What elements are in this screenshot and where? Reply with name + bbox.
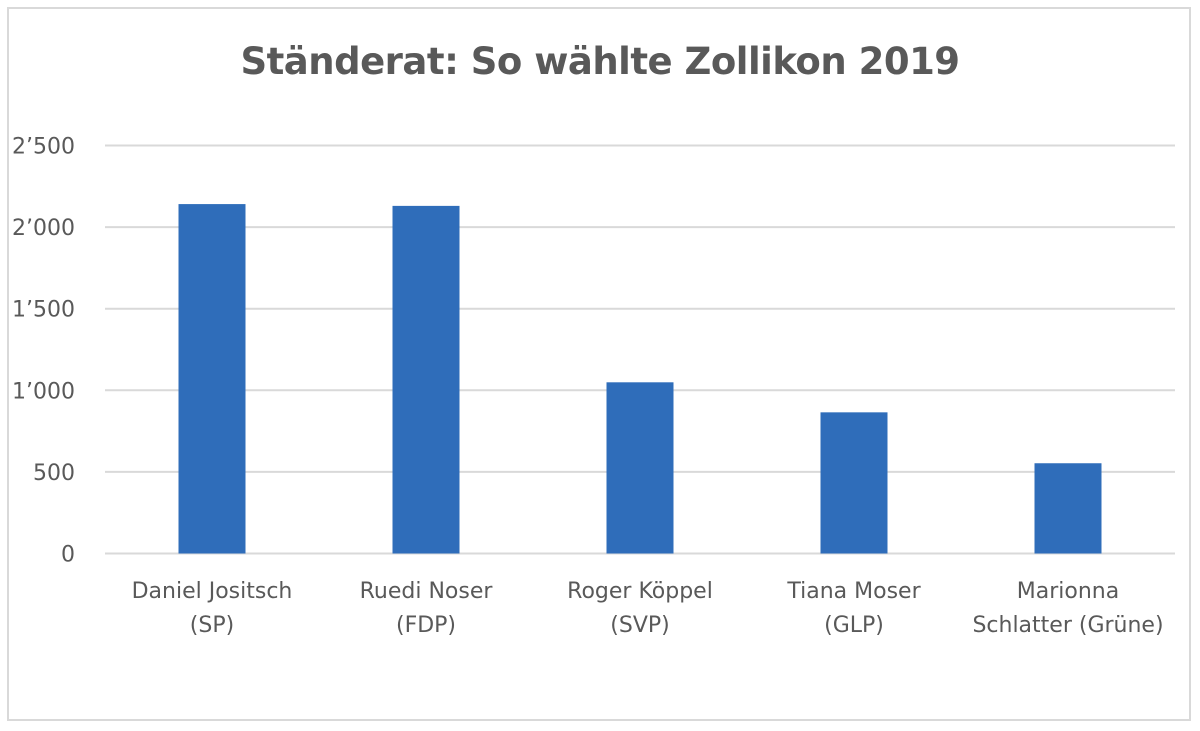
x-tick-label: Marionna xyxy=(1017,579,1119,604)
chart-title: Ständerat: So wählte Zollikon 2019 xyxy=(240,40,960,83)
bar xyxy=(820,412,888,554)
bar xyxy=(606,382,674,554)
x-tick-label: (GLP) xyxy=(824,613,884,638)
x-tick-label: Ruedi Noser xyxy=(360,579,494,604)
bar xyxy=(1034,463,1102,554)
bar xyxy=(178,204,246,554)
x-tick-label: Tiana Moser xyxy=(786,579,921,604)
y-tick-label: 2’500 xyxy=(12,135,75,160)
x-tick-label: Roger Köppel xyxy=(567,579,713,604)
x-tick-label: Daniel Jositsch xyxy=(132,579,293,604)
x-tick-label: (SVP) xyxy=(610,613,669,638)
x-tick-label: (FDP) xyxy=(396,613,456,638)
y-tick-label: 1’000 xyxy=(12,379,75,404)
x-tick-label: Schlatter (Grüne) xyxy=(972,613,1163,638)
y-tick-label: 1’500 xyxy=(12,298,75,323)
y-tick-label: 0 xyxy=(61,543,75,568)
x-tick-label: (SP) xyxy=(190,613,234,638)
y-tick-label: 2’000 xyxy=(12,216,75,241)
bar xyxy=(392,205,460,554)
chart-frame xyxy=(7,7,1191,721)
y-tick-label: 500 xyxy=(33,461,75,486)
